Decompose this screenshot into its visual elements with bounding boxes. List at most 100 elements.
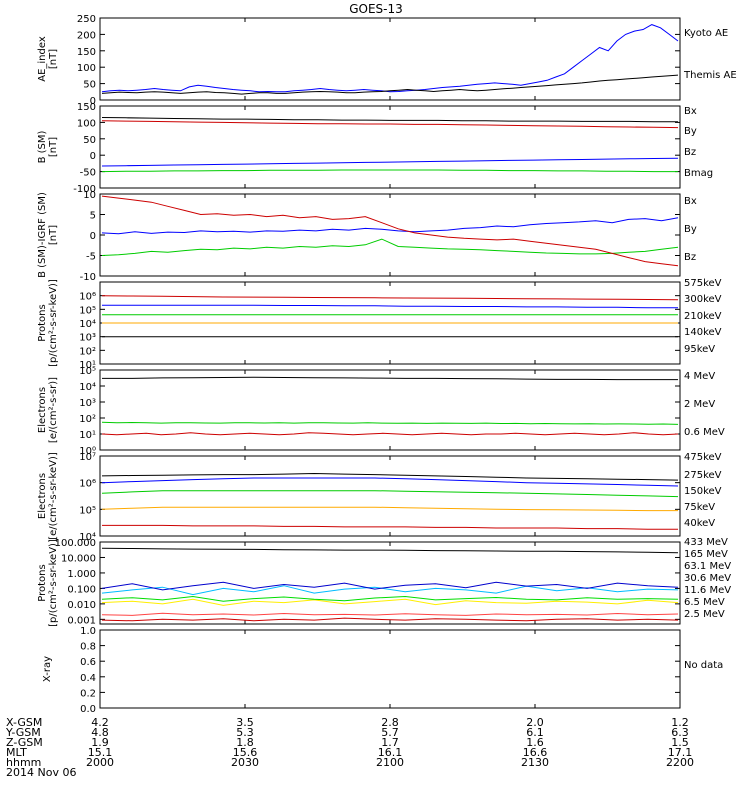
legend-label: 75keV: [684, 502, 715, 513]
legend-label: 4 MeV: [684, 371, 715, 382]
legend-label: 11.6 MeV: [684, 585, 731, 596]
y-tick-label: -10: [80, 272, 96, 283]
y-axis-label: [p/(cm²-s-sr-keV)]: [48, 539, 59, 627]
legend-label: 300keV: [684, 294, 722, 305]
orbit-row-value: 2030: [231, 756, 259, 769]
series-line: [101, 432, 679, 436]
y-axis-label: Electrons: [37, 387, 48, 433]
panel-prot2: 0.001 0.010 0.100 1.000 10.000 100.000 Protons…: [37, 537, 731, 627]
legend-label: 433 MeV: [684, 537, 728, 548]
series-line: [101, 581, 679, 591]
y-tick-label: 10⁰: [79, 446, 96, 457]
series-line: [101, 585, 679, 596]
y-tick-label: 250: [77, 14, 96, 25]
orbit-row-label: X-GSM: [6, 716, 42, 729]
orbit-row-value: 16.6: [523, 746, 548, 759]
orbit-row-value: 1.6: [526, 736, 544, 749]
legend-label: 63.1 MeV: [684, 561, 731, 572]
legend-label: 30.6 MeV: [684, 573, 731, 584]
orbit-row-value: 2.8: [381, 716, 399, 729]
series-line: [101, 157, 679, 167]
orbit-row-value: 2200: [666, 756, 694, 769]
orbit-row-value: 3.5: [236, 716, 254, 729]
series-line: [101, 490, 679, 498]
legend-label: 165 MeV: [684, 549, 728, 560]
panel-elec1: 10⁰ 10¹ 10² 10³ 10⁴ 10⁵ Electrons [e/(cm²-s-sr)…: [37, 366, 725, 457]
y-tick-label: 0.010: [67, 600, 96, 611]
legend-label: 2 MeV: [684, 399, 715, 410]
orbit-row-value: 1.7: [381, 736, 399, 749]
y-tick-label: 0.2: [80, 688, 96, 699]
orbit-row-label: Z-GSM: [6, 736, 43, 749]
y-axis-label: [p/(cm²-s-sr-keV)]: [48, 279, 59, 367]
orbit-row-value: 5.3: [236, 726, 254, 739]
panel-frame: [99, 369, 681, 451]
y-tick-label: 10⁵: [79, 305, 96, 316]
legend-label: Bx: [684, 106, 697, 117]
panel-frame: [99, 629, 681, 709]
chart-title: GOES-13: [349, 2, 403, 16]
panel-frame: [99, 455, 681, 537]
y-tick-label: 50: [83, 135, 96, 146]
y-tick-label: 10⁴: [79, 382, 96, 393]
panel-xray: 0.0 0.2 0.4 0.6 0.8 1.0 X-ray No data: [42, 626, 723, 715]
y-tick-label: 150: [77, 47, 96, 58]
y-tick-label: -100: [73, 184, 96, 195]
orbit-row-value: 4.2: [91, 716, 109, 729]
legend-label: By: [684, 224, 697, 235]
y-axis-label: [e/(cm²-s-sr-keV)]: [48, 452, 59, 540]
y-tick-label: 0.8: [80, 642, 96, 653]
series-line: [101, 295, 679, 301]
y-tick-label: 0.6: [80, 657, 96, 668]
series-line: [101, 506, 678, 512]
orbit-row-value: 15.6: [233, 746, 258, 759]
y-tick-label: 1.0: [80, 626, 96, 637]
legend-label: 40keV: [684, 518, 715, 529]
legend-label: Bx: [684, 196, 697, 207]
orbit-row-value: 1.9: [91, 736, 109, 749]
series-line: [102, 376, 678, 381]
y-tick-label: 150: [77, 102, 96, 113]
y-tick-label: 10⁷: [79, 452, 96, 463]
orbit-row-value: 4.8: [91, 726, 109, 739]
legend-label: 150keV: [684, 486, 722, 497]
date-label: 2014 Nov 06: [6, 766, 76, 779]
series-line: [101, 617, 679, 622]
series-line: [101, 595, 679, 602]
y-tick-label: 10³: [79, 398, 96, 409]
orbit-row-value: 2130: [521, 756, 549, 769]
y-axis-label: Protons: [37, 564, 48, 601]
y-tick-label: 0.4: [80, 673, 96, 684]
legend-label: Kyoto AE: [684, 28, 728, 39]
series-line: [101, 612, 679, 616]
legend-label: 275keV: [684, 470, 722, 481]
series-line: [101, 195, 679, 267]
y-tick-label: 10⁴: [79, 319, 96, 330]
y-axis-label: AE_index: [37, 36, 48, 82]
y-axis-label: [nT]: [48, 49, 59, 69]
panel-prot1: 10¹ 10² 10³ 10⁴ 10⁵ 10⁶ Protons [p/(cm²-s-sr-ke…: [37, 278, 722, 371]
y-tick-label: 10: [83, 190, 96, 201]
y-tick-label: 200: [77, 30, 96, 41]
panel-frame: [99, 541, 681, 625]
y-axis-label: [e/(cm²-s-sr)]: [48, 377, 59, 443]
panel-elec2: 10⁴ 10⁵ 10⁶ 10⁷ Electrons [e/(cm²-s-sr-keV)] 4…: [37, 452, 722, 543]
orbit-row-value: 1.2: [671, 716, 689, 729]
y-tick-label: 100: [77, 118, 96, 129]
y-axis-label: [nT]: [48, 225, 59, 245]
panel-ae: 0 50 100 150 200 250 AE_index [nT] Kyoto AE Themi…: [37, 14, 737, 107]
series-line: [101, 547, 679, 554]
y-tick-label: 10²: [79, 346, 96, 357]
legend-label: 95keV: [684, 344, 715, 355]
orbit-row-value: 5.7: [381, 726, 399, 739]
orbit-row-label: hhmm: [6, 756, 41, 769]
y-tick-label: 0.0: [80, 704, 96, 715]
legend-label: By: [684, 126, 697, 137]
orbit-row-value: 2100: [376, 756, 404, 769]
orbit-row-label: Y-GSM: [5, 726, 41, 739]
y-tick-label: 10.000: [61, 553, 96, 564]
y-tick-label: 1.000: [67, 569, 96, 580]
legend-label: 0.6 MeV: [684, 427, 725, 438]
y-tick-label: 5: [90, 211, 96, 222]
y-tick-label: 10⁴: [79, 532, 96, 543]
